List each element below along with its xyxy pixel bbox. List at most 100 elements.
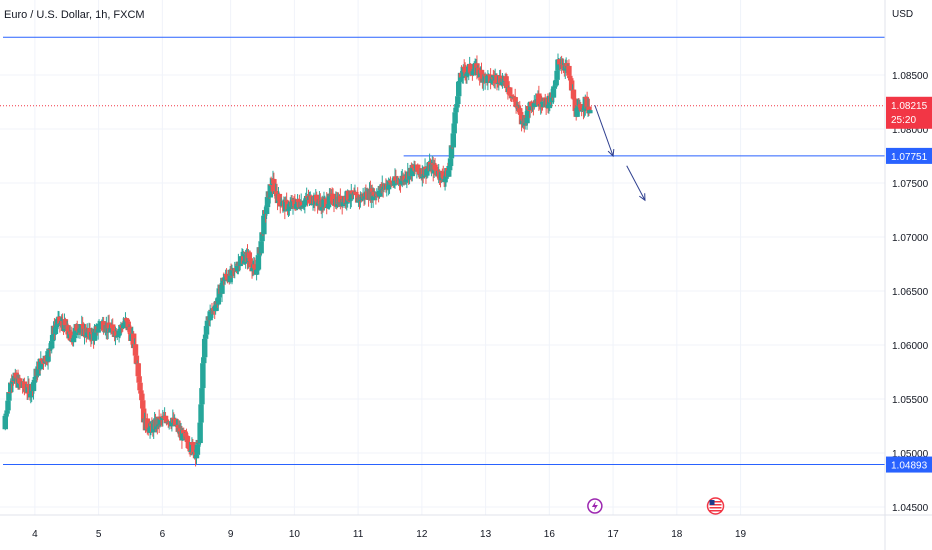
candle-body [276,193,283,201]
currency-label: USD [892,9,914,20]
candle-body [531,103,538,107]
candle-body [391,184,397,186]
time-tick-label: 5 [96,529,102,540]
candle-body [464,73,470,77]
candle-body [451,123,457,134]
candle-body [546,104,552,109]
candle-body [354,194,360,196]
candle-body [478,69,485,74]
level-tag [886,456,932,473]
candle-body [261,215,267,235]
candle-body [527,109,533,111]
candle-body [198,404,204,423]
projection-arrows [594,105,646,202]
candle-body [38,358,44,370]
candle-body [207,311,213,321]
candle-body [578,104,584,108]
candle-body [247,258,253,262]
candle-body [108,328,114,333]
lightning-bolt [591,501,598,511]
candle-body [515,106,521,109]
candle-body [564,63,570,69]
price-tick-label: 1.08500 [892,71,929,82]
candle-body [295,199,302,202]
projection-arrow-line [626,165,646,201]
candle-body [557,59,563,65]
candle-body [17,378,23,384]
candle-body [62,319,69,326]
candle-body [130,333,137,349]
candle-body [586,106,592,114]
candle-body [330,193,336,204]
candle-body [200,363,206,389]
flag-canton [709,500,715,505]
candle-body [9,380,16,384]
candle-body [115,335,121,337]
candle-body [237,261,243,267]
candle-body [144,418,151,430]
candle-body [456,81,463,83]
flag-stripe [709,504,722,506]
chart-grid [0,0,885,515]
candle-body [344,202,350,204]
candle-body [252,264,258,269]
candle-body [283,200,290,202]
candle-body [136,376,142,383]
candle-body [38,358,45,362]
candle-body [31,379,38,383]
candle-body [182,432,189,436]
candle-body [140,408,147,423]
candle-body [132,344,139,356]
candle-body [28,393,34,398]
candle-body [385,185,392,190]
candle-body [553,79,559,86]
price-tick-label: 1.04500 [892,503,929,514]
candle-body [201,357,207,364]
candle-body [52,327,59,335]
candle-body [552,85,558,87]
candle-body [44,361,50,363]
candle-body [273,191,280,197]
candle-body [496,82,502,84]
candle-body [272,183,278,194]
time-tick-label: 4 [32,529,38,540]
candle-body [203,326,210,335]
time-tick-label: 9 [228,529,234,540]
candlestick-series [2,53,593,467]
candle-body [212,305,219,312]
candle-body [77,329,83,333]
candle-body [121,322,128,325]
candle-body [172,418,179,426]
candle-body [7,392,13,394]
candle-body [309,204,315,206]
candle-body [74,324,80,332]
flag-stripe [709,510,722,512]
candle-body [467,63,474,73]
candle-body [353,191,359,195]
candle-body [398,179,405,185]
candle-body [301,205,307,207]
candle-body [512,97,518,102]
candle-body [455,96,461,105]
level-tag-label: 1.07751 [891,152,928,163]
candle-body [65,325,71,335]
candle-body [574,108,580,117]
candle-body [96,323,102,330]
candle-body [124,319,131,322]
candle-body [48,348,54,350]
candle-body [554,70,560,80]
candle-body [479,73,486,83]
candle-body [566,65,572,76]
candle-body [45,351,51,362]
price-tick-label: 1.07500 [892,179,929,190]
time-tick-label: 13 [480,529,492,540]
level-tag [886,147,932,164]
candle-body [223,273,230,277]
candle-body [57,316,63,325]
candle-body [454,104,460,108]
candle-body [583,96,589,99]
time-tick-label: 10 [289,529,301,540]
flag-stripe [709,507,722,509]
event-icons [587,497,725,515]
